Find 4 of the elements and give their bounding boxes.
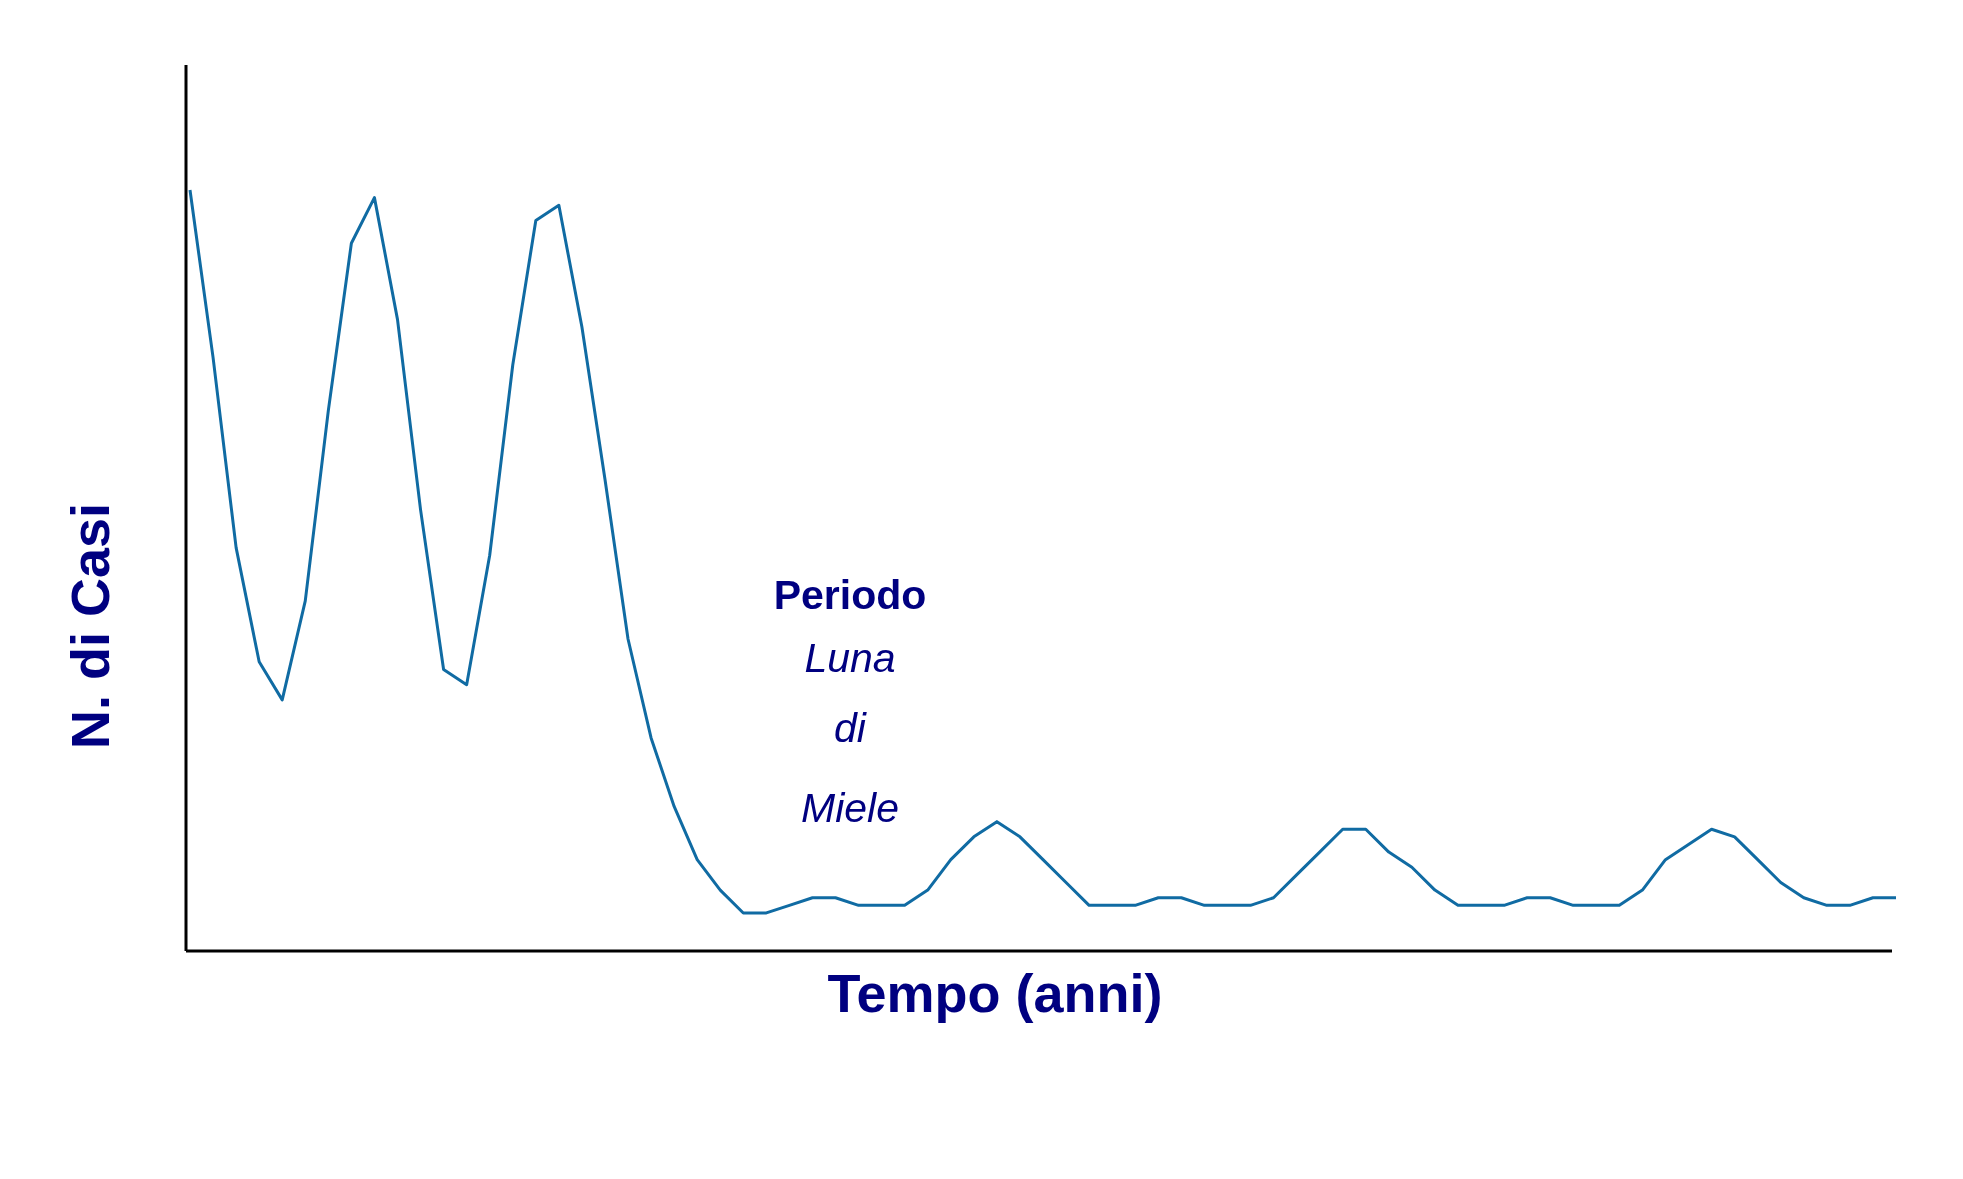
annotation: Luna di Miele (801, 635, 899, 831)
x-axis-title: Tempo (anni) (827, 963, 1163, 1023)
annotation: Periodo (773, 572, 927, 618)
y-axis-title: N. di Casi (60, 502, 120, 750)
